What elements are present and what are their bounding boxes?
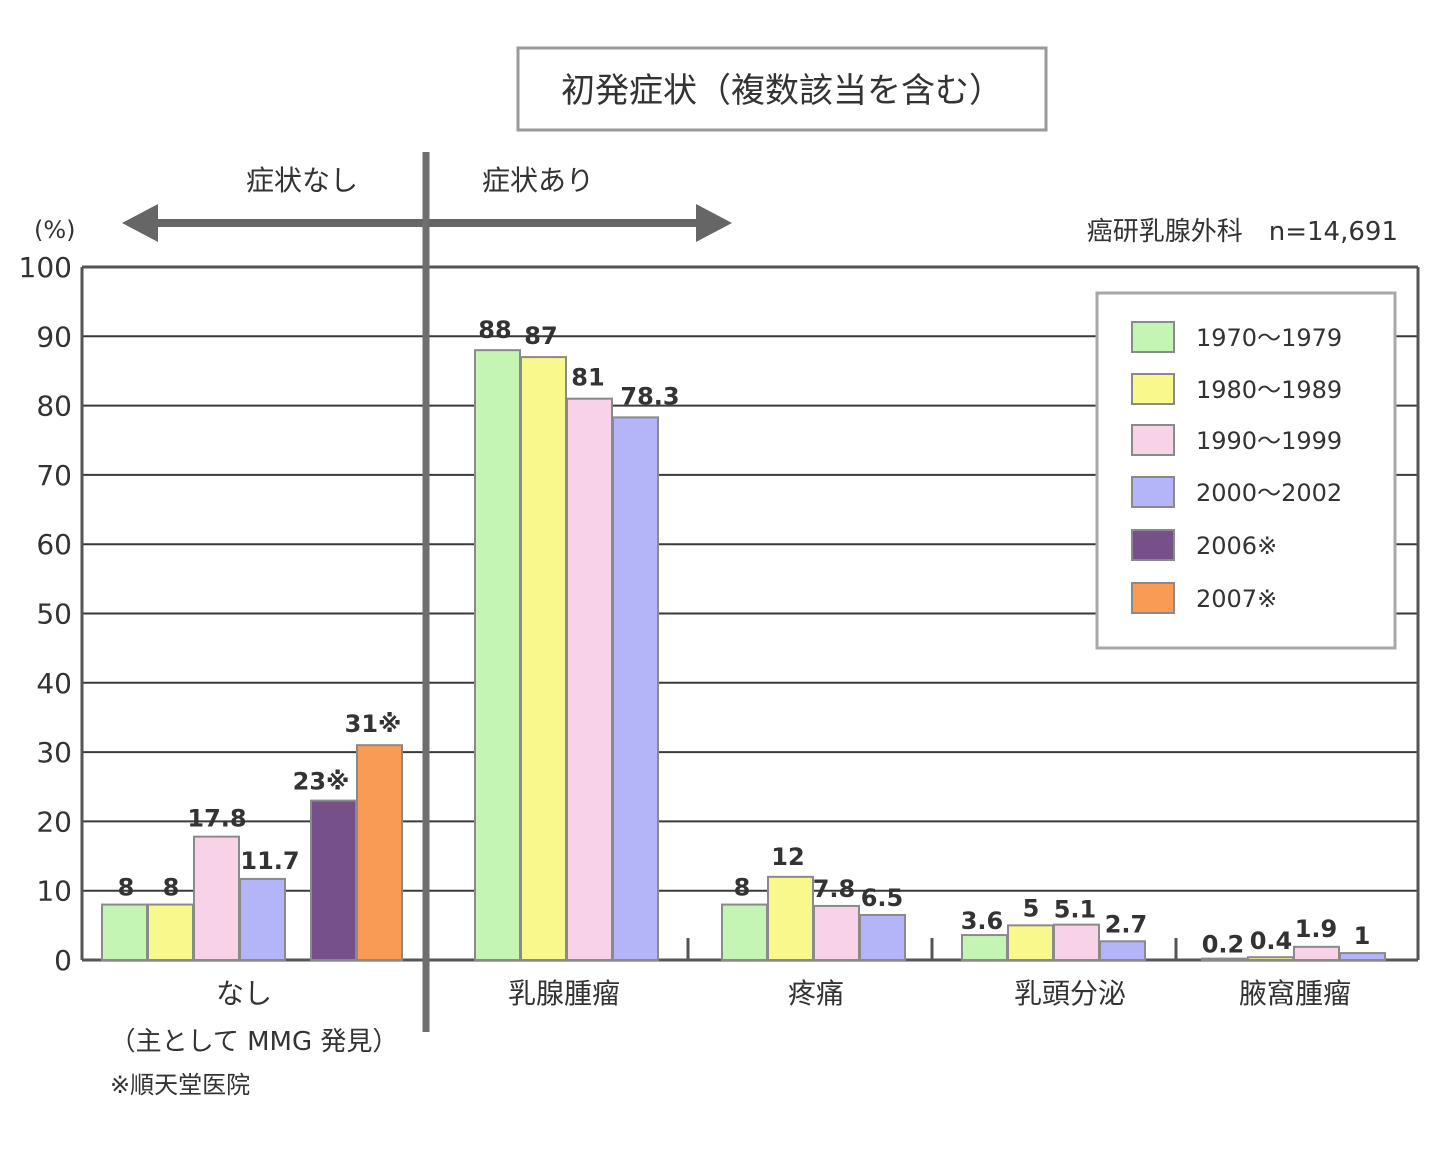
y-tick-label: 100	[19, 251, 72, 284]
legend-label: 2000～2002	[1196, 479, 1342, 507]
value-label: 88	[478, 316, 511, 344]
category-labels: なし 乳腺腫瘤 疼痛 乳頭分泌 腋窩腫瘤	[216, 977, 1351, 1010]
bar	[1293, 945, 1340, 962]
y-tick-label: 30	[36, 736, 72, 769]
value-label: 17.8	[187, 805, 246, 833]
y-tick-label: 50	[36, 598, 72, 631]
title-box	[516, 46, 1048, 132]
y-tick-labels: 0 10 20 30 40 50 60 70 80 90 100	[19, 251, 72, 977]
value-label: 6.5	[861, 884, 904, 912]
legend-swatch	[1131, 373, 1175, 405]
bar	[1007, 924, 1054, 961]
value-label: 8	[118, 874, 135, 902]
value-label: 5	[1023, 894, 1040, 922]
value-label: 5.1	[1054, 896, 1097, 924]
y-axis-label: (%)	[34, 216, 76, 244]
bar	[147, 903, 194, 961]
legend-label: 1990～1999	[1196, 427, 1342, 455]
bar	[1201, 957, 1248, 962]
legend-label: 2006※	[1196, 532, 1277, 560]
y-tick-label: 20	[36, 805, 72, 838]
y-tick-label: 10	[36, 875, 72, 908]
region-right-label: 症状あり	[482, 164, 594, 197]
value-label: 2.7	[1105, 910, 1148, 938]
chart-title: 初発症状（複数該当を含む）	[561, 71, 1003, 111]
legend-swatch	[1131, 582, 1175, 614]
bar	[566, 397, 613, 962]
legend-label: 1970～1979	[1196, 324, 1342, 352]
bar	[520, 356, 567, 961]
value-label: 8	[734, 874, 751, 902]
category-label: 疼痛	[788, 977, 844, 1010]
legend: 1970～1979 1980～1989 1990～1999 2000～2002 2006…	[1095, 291, 1397, 650]
bar	[859, 913, 906, 962]
y-tick-label: 40	[36, 667, 72, 700]
category-label: 乳腺腫瘤	[508, 977, 620, 1010]
bar	[193, 835, 240, 961]
value-label: 0.4	[1250, 927, 1293, 955]
source-note: 癌研乳腺外科 n=14,691	[1087, 217, 1398, 247]
bar	[612, 416, 659, 962]
value-label: 23※	[293, 768, 350, 796]
bar	[721, 903, 768, 961]
value-label: 78.3	[620, 382, 679, 410]
bar	[961, 934, 1008, 962]
bar	[101, 903, 148, 961]
bar	[474, 349, 521, 962]
y-tick-label: 60	[36, 528, 72, 561]
bar	[1247, 956, 1294, 962]
value-label: 0.2	[1202, 931, 1245, 959]
bar	[239, 877, 286, 962]
value-label: 1	[1354, 922, 1371, 950]
value-label: 87	[524, 322, 557, 350]
bar	[813, 904, 860, 961]
y-tick-label: 80	[36, 390, 72, 423]
value-label: 31※	[345, 710, 402, 738]
category-subtitle: （主として MMG 発見）	[110, 1027, 399, 1057]
category-label: なし	[216, 977, 272, 1010]
y-tick-label: 0	[54, 944, 72, 977]
bar	[310, 799, 357, 961]
bar	[1053, 923, 1100, 961]
value-label: 8	[163, 874, 180, 902]
bar	[767, 875, 814, 962]
legend-swatch	[1131, 321, 1175, 353]
value-label: 12	[771, 843, 804, 871]
gridlines	[80, 265, 1420, 962]
value-label: 7.8	[813, 875, 856, 903]
legend-label: 1980～1989	[1196, 376, 1342, 404]
value-label: 3.6	[961, 907, 1004, 935]
value-label: 1.9	[1295, 915, 1338, 943]
value-label: 11.7	[240, 847, 299, 875]
region-left-label: 症状なし	[246, 164, 358, 197]
bars	[101, 349, 1386, 962]
footnote: ※順天堂医院	[110, 1071, 250, 1099]
legend-swatch	[1131, 529, 1175, 561]
category-label: 乳頭分泌	[1014, 977, 1126, 1010]
y-tick-label: 70	[36, 459, 72, 492]
value-label: 81	[571, 364, 604, 392]
legend-swatch	[1131, 476, 1175, 508]
legend-label: 2007※	[1196, 585, 1277, 613]
bar	[1099, 940, 1146, 962]
category-label: 腋窩腫瘤	[1239, 977, 1351, 1010]
bar	[356, 744, 403, 961]
bar	[1339, 952, 1386, 962]
legend-swatch	[1131, 424, 1175, 456]
y-tick-label: 90	[36, 320, 72, 353]
